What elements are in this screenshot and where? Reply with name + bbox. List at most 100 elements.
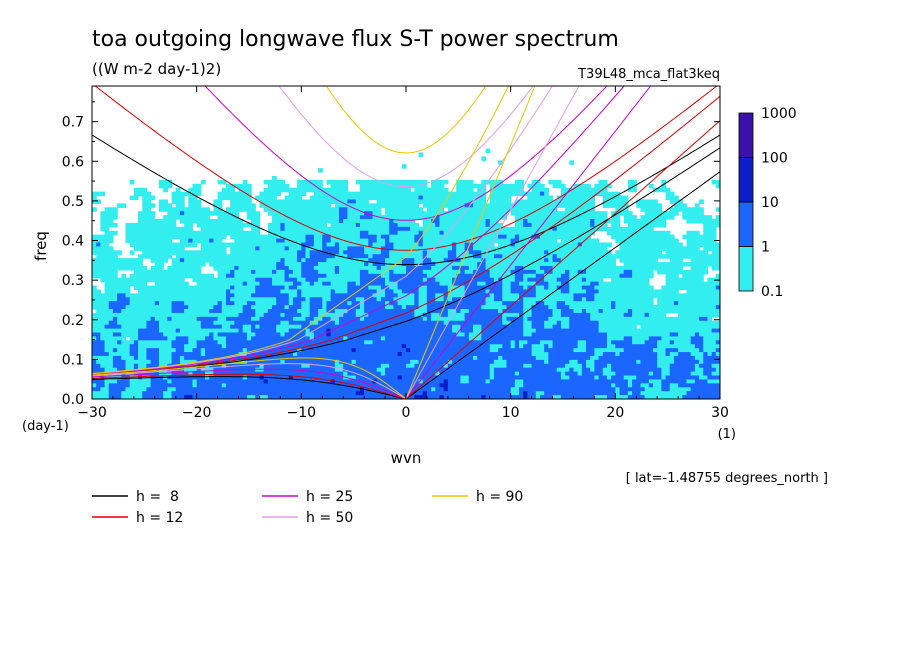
spectrum-cell [267, 324, 273, 330]
spectrum-cell [380, 309, 386, 314]
spectrum-cell [167, 367, 173, 373]
spectrum-cell [364, 254, 369, 259]
spectrum-cell [125, 340, 131, 345]
spectrum-cell [192, 316, 198, 322]
spectrum-cell [125, 332, 131, 337]
spectrum-cell [234, 277, 240, 283]
spectrum-cell [301, 211, 307, 216]
spectrum-cell [217, 344, 223, 349]
spectrum-cell [443, 254, 449, 259]
spectrum-cell [355, 226, 361, 232]
spectrum-cell [196, 387, 202, 392]
spectrum-cell [426, 242, 432, 248]
spectrum-cell [267, 387, 273, 392]
spectrum-cell [200, 250, 206, 255]
spectrum-cell [205, 332, 210, 337]
spectrum-cell [242, 242, 248, 248]
spectrum-cell [150, 293, 156, 298]
spectrum-cell [435, 309, 441, 314]
spectrum-cell [326, 262, 332, 267]
spectrum-cell [272, 320, 277, 326]
spectrum-cell [452, 355, 457, 361]
spectrum-cell [343, 234, 348, 240]
spectrum-cell [263, 301, 269, 306]
spectrum-cell [376, 187, 382, 193]
spectrum-cell [225, 352, 231, 357]
spectrum-cell [138, 234, 143, 240]
spectrum-cell [171, 191, 177, 197]
spectrum-cell [179, 379, 185, 384]
spectrum-cell [343, 301, 348, 306]
spectrum-cell [443, 359, 449, 365]
spectrum-cell [234, 250, 240, 255]
spectrum-cell [175, 289, 181, 294]
spectrum-cell [443, 281, 449, 287]
spectrum-cell [347, 395, 353, 399]
spectrum-cell [351, 273, 357, 279]
spectrum-cell [292, 262, 298, 267]
spectrum-cell [422, 250, 428, 255]
spectrum-cell [426, 355, 432, 361]
spectrum-cell [175, 336, 181, 341]
spectrum-cell [200, 211, 206, 216]
spectrum-cell [347, 312, 353, 318]
spectrum-cell [426, 395, 432, 399]
spectrum-cell [309, 265, 315, 271]
spectrum-cell [292, 238, 298, 244]
spectrum-cell [138, 281, 143, 287]
spectrum-cell [339, 305, 344, 310]
spectrum-cell [376, 254, 382, 259]
spectrum-cell [460, 320, 466, 326]
spectrum-cell [255, 359, 261, 365]
spectrum-cell [309, 309, 315, 314]
spectrum-cell [485, 211, 491, 216]
spectrum-cell [309, 340, 315, 345]
spectrum-cell [238, 195, 244, 201]
spectrum-cell [485, 348, 491, 353]
spectrum-cell [376, 336, 382, 341]
spectrum-cell [175, 395, 181, 399]
spectrum-cell [242, 222, 248, 228]
spectrum-cell [221, 344, 227, 349]
spectrum-cell [330, 297, 336, 302]
spectrum-cell [276, 242, 281, 248]
spectrum-cell [372, 332, 378, 337]
spectrum-cell [104, 289, 110, 294]
spectrum-cell [272, 305, 277, 310]
spectrum-cell [225, 187, 231, 193]
spectrum-cell [322, 367, 328, 373]
spectrum-cell [376, 316, 382, 322]
spectrum-cell [263, 363, 269, 369]
spectrum-cell [150, 348, 156, 353]
spectrum-cell [184, 309, 189, 314]
spectrum-cell [221, 387, 227, 392]
spectrum-cell [150, 242, 156, 248]
spectrum-cell [431, 293, 436, 298]
spectrum-cell [276, 207, 281, 212]
spectrum-cell [154, 265, 160, 271]
spectrum-cell [443, 340, 449, 345]
spectrum-cell [330, 395, 336, 399]
spectrum-cell [108, 293, 114, 298]
spectrum-cell [376, 332, 382, 337]
spectrum-cell [129, 352, 135, 357]
spectrum-cell [309, 203, 315, 208]
spectrum-cell [179, 387, 185, 392]
spectrum-cell [418, 324, 424, 330]
spectrum-cell [288, 391, 294, 396]
spectrum-cell [121, 316, 127, 322]
spectrum-cell [242, 363, 248, 369]
spectrum-cell [339, 320, 344, 326]
spectrum-cell [163, 359, 168, 365]
spectrum-cell [322, 320, 328, 326]
spectrum-cell [322, 379, 328, 384]
spectrum-cell [456, 195, 462, 201]
spectrum-cell [209, 285, 215, 291]
spectrum-cell [280, 234, 286, 240]
spectrum-cell [234, 199, 240, 204]
spectrum-cell [146, 222, 152, 228]
spectrum-cell [175, 359, 181, 365]
spectrum-cell [255, 293, 261, 298]
spectrum-cell [129, 293, 135, 298]
spectrum-cell [125, 222, 131, 228]
